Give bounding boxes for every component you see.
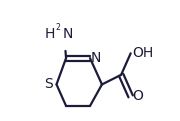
Text: O: O bbox=[132, 89, 143, 103]
Text: $_2$: $_2$ bbox=[55, 22, 62, 34]
Text: N: N bbox=[91, 51, 101, 65]
Text: N: N bbox=[63, 27, 73, 41]
Text: S: S bbox=[44, 77, 53, 91]
Text: H: H bbox=[45, 27, 55, 41]
Text: OH: OH bbox=[132, 46, 153, 60]
